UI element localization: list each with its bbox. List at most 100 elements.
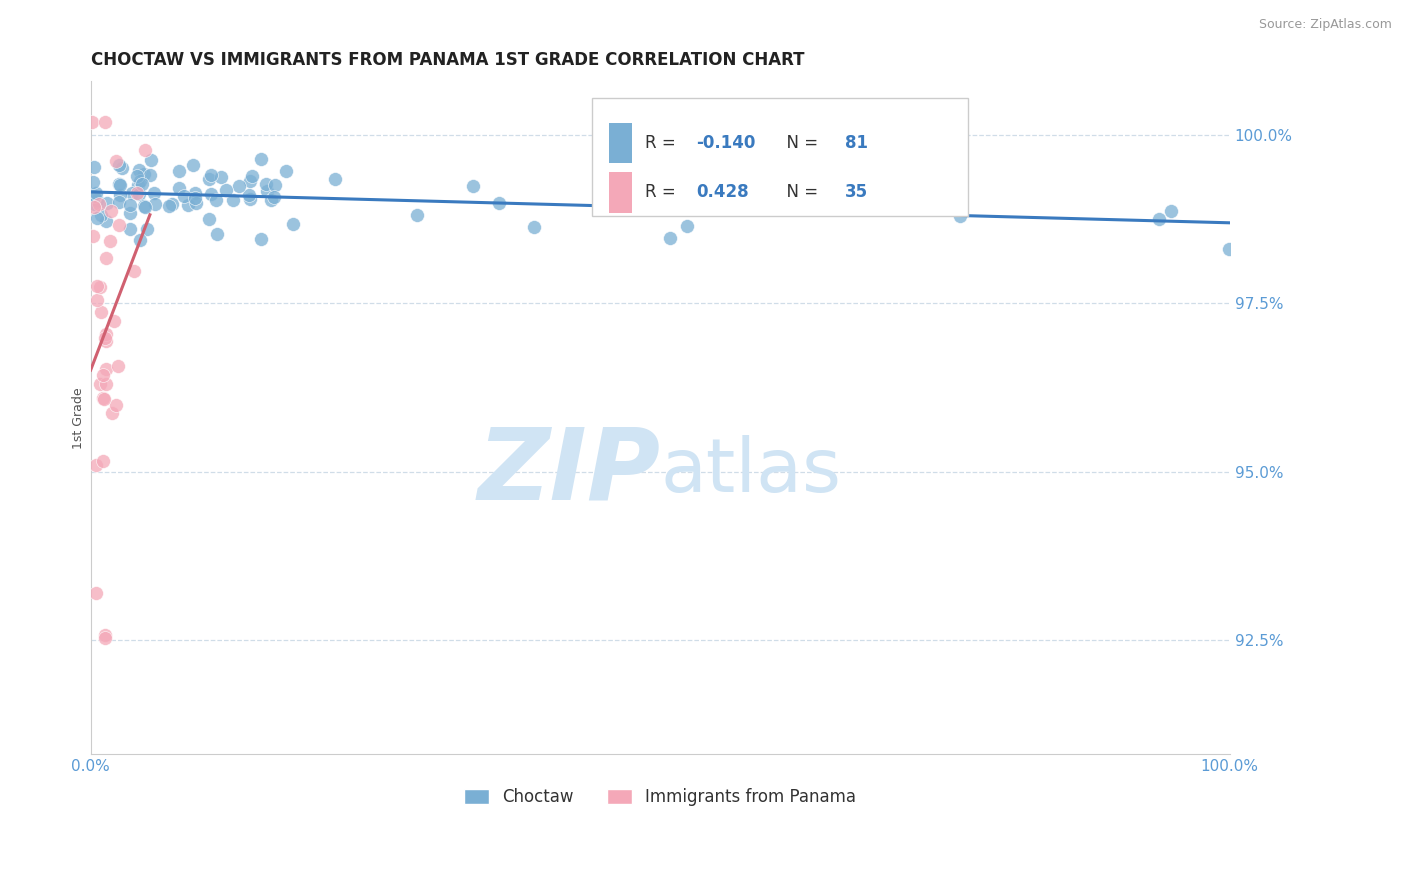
Text: 35: 35 bbox=[845, 184, 868, 202]
Point bbox=[83, 189, 105, 203]
Text: R =: R = bbox=[645, 134, 682, 152]
Point bbox=[523, 219, 546, 234]
Point bbox=[205, 227, 228, 241]
Point bbox=[83, 200, 105, 214]
Text: 81: 81 bbox=[845, 134, 868, 152]
Point bbox=[183, 191, 205, 205]
Point bbox=[249, 232, 271, 246]
Point bbox=[132, 167, 155, 181]
Point bbox=[98, 234, 121, 248]
Point bbox=[128, 174, 150, 188]
Point bbox=[131, 177, 153, 191]
Point bbox=[406, 208, 429, 222]
Point bbox=[488, 195, 510, 210]
Point bbox=[134, 143, 156, 157]
Point bbox=[658, 231, 681, 245]
Point bbox=[110, 188, 132, 202]
Point bbox=[125, 169, 148, 183]
Point bbox=[89, 280, 111, 294]
Point bbox=[83, 160, 105, 174]
Point bbox=[107, 359, 129, 373]
Point bbox=[274, 164, 297, 178]
Point bbox=[82, 175, 104, 189]
Text: Source: ZipAtlas.com: Source: ZipAtlas.com bbox=[1258, 18, 1392, 31]
Point bbox=[200, 186, 222, 201]
Text: atlas: atlas bbox=[661, 435, 841, 508]
Text: 0.428: 0.428 bbox=[696, 184, 749, 202]
Point bbox=[238, 187, 260, 202]
Point bbox=[209, 170, 232, 185]
Point bbox=[215, 183, 238, 197]
Point bbox=[105, 153, 128, 168]
Point bbox=[101, 406, 124, 420]
Point bbox=[239, 174, 262, 188]
Point bbox=[167, 181, 190, 195]
Point bbox=[118, 222, 141, 236]
Point bbox=[228, 179, 250, 194]
Text: ZIP: ZIP bbox=[477, 423, 661, 520]
Point bbox=[96, 195, 118, 210]
Point bbox=[94, 334, 117, 348]
Legend: Choctaw, Immigrants from Panama: Choctaw, Immigrants from Panama bbox=[457, 781, 863, 814]
Point bbox=[94, 252, 117, 266]
Point bbox=[127, 178, 149, 193]
Point bbox=[84, 585, 107, 599]
Point bbox=[260, 193, 283, 207]
Point bbox=[200, 168, 222, 182]
Point bbox=[111, 161, 134, 175]
Point bbox=[134, 199, 156, 213]
Point bbox=[129, 233, 152, 247]
Point bbox=[205, 193, 228, 207]
Point bbox=[173, 189, 195, 203]
Point bbox=[108, 218, 131, 232]
Point bbox=[222, 194, 245, 208]
Point bbox=[181, 158, 204, 172]
Point bbox=[143, 197, 166, 211]
Point bbox=[143, 186, 166, 200]
Point bbox=[96, 361, 118, 376]
Point bbox=[127, 186, 149, 201]
Point bbox=[86, 293, 108, 307]
Text: CHOCTAW VS IMMIGRANTS FROM PANAMA 1ST GRADE CORRELATION CHART: CHOCTAW VS IMMIGRANTS FROM PANAMA 1ST GR… bbox=[90, 51, 804, 69]
Point bbox=[240, 169, 263, 184]
Point bbox=[256, 184, 278, 198]
Point bbox=[89, 377, 111, 392]
Point bbox=[121, 186, 143, 200]
Point bbox=[118, 198, 141, 212]
Point bbox=[96, 376, 118, 391]
Point bbox=[239, 192, 262, 206]
Point bbox=[138, 168, 160, 182]
Point bbox=[198, 171, 221, 186]
Point bbox=[82, 229, 104, 244]
Text: R =: R = bbox=[645, 184, 682, 202]
Point bbox=[94, 632, 117, 646]
Point bbox=[93, 392, 115, 406]
Point bbox=[96, 214, 118, 228]
Point bbox=[91, 392, 114, 406]
Point bbox=[1149, 212, 1171, 227]
Point bbox=[93, 454, 115, 468]
Point bbox=[90, 305, 112, 319]
Point bbox=[93, 114, 115, 128]
Point bbox=[108, 178, 131, 193]
Point bbox=[120, 206, 142, 220]
Point bbox=[84, 186, 107, 200]
Point bbox=[463, 179, 485, 194]
Point bbox=[1218, 243, 1240, 257]
Y-axis label: 1st Grade: 1st Grade bbox=[72, 387, 84, 449]
Point bbox=[82, 114, 104, 128]
Point bbox=[90, 208, 112, 222]
Point bbox=[249, 153, 271, 167]
Point bbox=[86, 279, 108, 293]
Text: N =: N = bbox=[776, 184, 824, 202]
Point bbox=[103, 314, 125, 328]
Point bbox=[949, 209, 972, 223]
Text: -0.140: -0.140 bbox=[696, 134, 756, 152]
Point bbox=[83, 197, 105, 211]
Point bbox=[86, 211, 108, 225]
Point bbox=[184, 196, 207, 211]
Point bbox=[91, 368, 114, 383]
Point bbox=[254, 177, 277, 191]
Point bbox=[614, 169, 637, 184]
Point bbox=[1160, 204, 1182, 219]
